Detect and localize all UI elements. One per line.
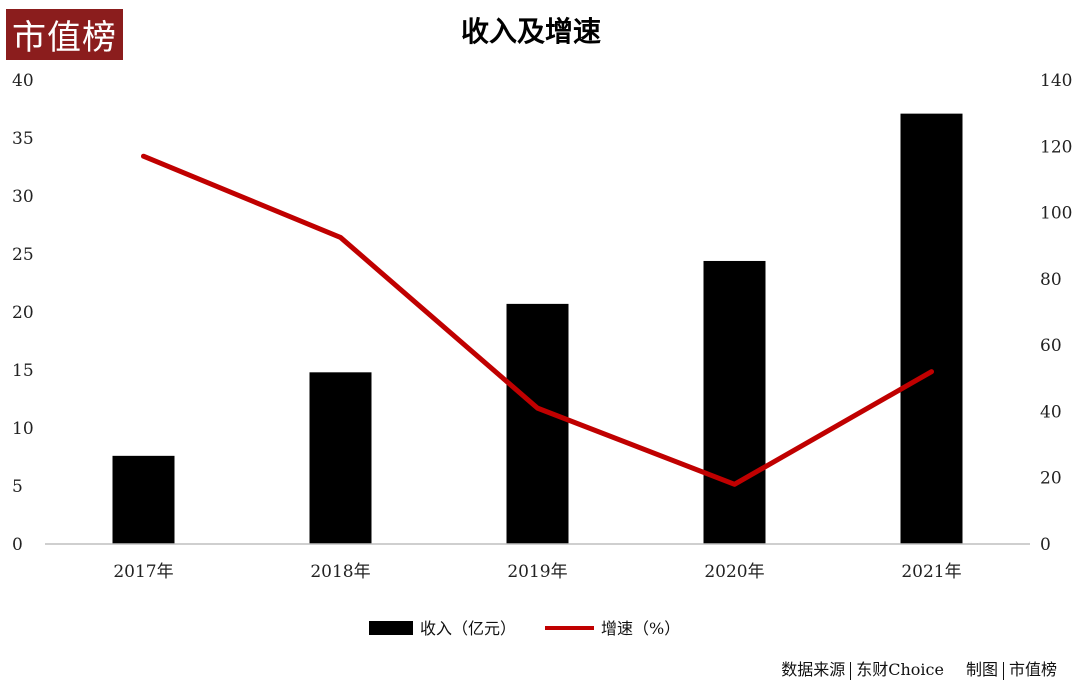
revenue-bar — [703, 260, 766, 544]
y-left-tick-label: 35 — [12, 129, 34, 149]
source-label: 数据来源 — [781, 660, 846, 679]
chart-title: 收入及增速 — [461, 15, 601, 48]
source-value: 东财Choice — [856, 660, 944, 679]
y-right-tick-label: 20 — [1040, 469, 1062, 489]
made-by-label: 制图 — [965, 660, 998, 679]
revenue-bar — [900, 113, 963, 544]
revenue-bar — [309, 372, 372, 544]
source-note: 数据来源 东财Choice 制图 市值榜 — [781, 656, 1057, 680]
y-left-tick-label: 30 — [12, 187, 34, 207]
y-right-tick-label: 40 — [1040, 402, 1062, 422]
legend-label-revenue: 收入（亿元） — [420, 619, 516, 638]
revenue-bar — [506, 303, 569, 544]
revenue-bar — [112, 455, 175, 544]
y-left-tick-label: 15 — [12, 361, 34, 381]
y-right-tick-label: 0 — [1040, 535, 1051, 555]
y-right-tick-label: 80 — [1040, 270, 1062, 290]
y-left-tick-label: 5 — [12, 477, 23, 497]
x-tick-label: 2021年 — [901, 562, 961, 582]
growth-line — [141, 153, 934, 487]
y-right-tick-label: 100 — [1040, 204, 1072, 224]
x-tick-label: 2018年 — [310, 562, 370, 582]
x-tick-label: 2019年 — [507, 562, 567, 582]
y-right-tick-label: 60 — [1040, 336, 1062, 356]
y-left-tick-label: 25 — [12, 245, 34, 265]
y-left-tick-label: 40 — [12, 71, 34, 91]
x-tick-label: 2017年 — [113, 562, 173, 582]
legend-label-growth: 增速（%） — [601, 619, 680, 638]
y-left-tick-label: 20 — [12, 303, 34, 323]
y-left-tick-label: 0 — [12, 535, 23, 555]
y-left-tick-label: 10 — [12, 419, 34, 439]
y-right-tick-label: 140 — [1040, 71, 1072, 91]
separator-bar — [1002, 661, 1004, 680]
x-tick-label: 2020年 — [704, 562, 764, 582]
made-by-value: 市值榜 — [1008, 660, 1057, 679]
brand-logo: 市值榜 — [6, 9, 123, 60]
legend-swatch-revenue — [369, 621, 413, 635]
y-right-tick-label: 120 — [1040, 137, 1072, 157]
separator-bar — [850, 661, 852, 680]
